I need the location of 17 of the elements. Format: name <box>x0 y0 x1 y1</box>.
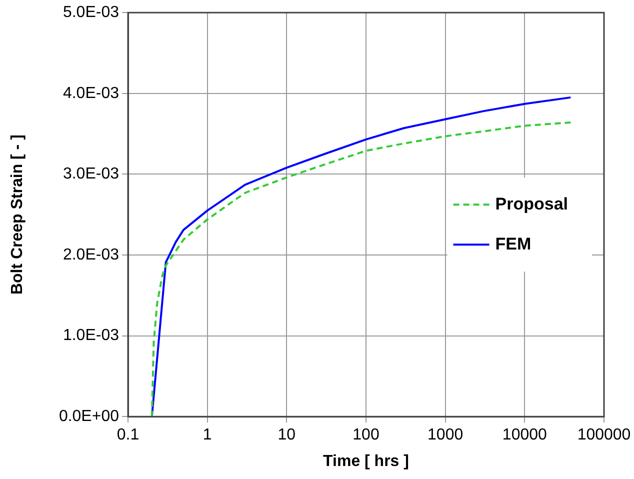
x-tick-label: 10 <box>278 426 296 444</box>
x-axis-title: Time [ hrs ] <box>323 452 409 470</box>
x-tick-label: 100 <box>352 426 380 444</box>
legend-label: Proposal <box>495 194 568 214</box>
x-tick-label: 1 <box>202 426 212 444</box>
x-tick-label: 100000 <box>577 426 631 444</box>
y-tick-label: 4.0E-03 <box>62 84 120 102</box>
x-tick-label: 10000 <box>502 426 548 444</box>
y-tick-label: 3.0E-03 <box>62 166 120 183</box>
legend-label: FEM <box>495 234 532 254</box>
y-tick-label: 5.0E-03 <box>62 4 120 22</box>
y-tick-label: 0.0E+00 <box>58 408 120 426</box>
y-tick-label: 1.0E-03 <box>62 327 120 344</box>
x-tick-label: 1000 <box>428 426 464 444</box>
x-tick-label: 0.1 <box>116 426 140 444</box>
y-tick-label: 2.0E-03 <box>62 246 120 264</box>
y-axis-title: Bolt Creep Strain [ - ] <box>9 134 26 295</box>
